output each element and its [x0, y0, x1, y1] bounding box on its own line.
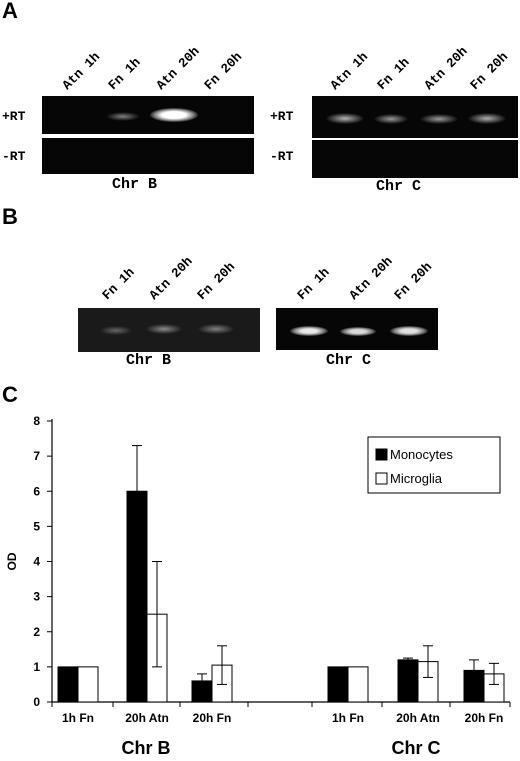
panel-b-chrc-lane-1: Fn 1h	[294, 264, 333, 303]
bar-monocytes-1	[57, 666, 79, 703]
band	[290, 326, 328, 336]
panel-b-chrc-lane-2: Atn 20h	[346, 253, 396, 303]
panel-b-chrc-caption: Chr C	[326, 352, 372, 369]
panel-a-letter: A	[2, 0, 18, 23]
panel-a-chrc-gel-minus-rt	[312, 140, 518, 178]
band	[468, 113, 506, 124]
bar-monocytes-2	[126, 490, 148, 703]
y-tick-label: 5	[33, 519, 40, 533]
panel-a-chrb-lane-3: Atn 20h	[153, 43, 203, 93]
legend-box	[367, 436, 501, 494]
bar-monocytes-5	[397, 659, 419, 703]
panel-a-chrb-gel-minus-rt	[42, 138, 254, 174]
panel-b-chrb-lane-3: Fn 20h	[194, 259, 239, 303]
bar-microglia-4	[347, 666, 369, 703]
bar-microglia-6	[483, 673, 505, 703]
y-tick-label: 8	[33, 414, 40, 428]
panel-c-letter: C	[2, 382, 18, 407]
bar-monocytes-6	[463, 669, 485, 703]
panel-b-chrb-lane-2: Atn 20h	[146, 253, 196, 303]
y-tick-label: 2	[33, 625, 40, 639]
y-tick-label: 7	[33, 449, 40, 463]
panel-a-chrb-minus-rt-label: -RT	[2, 149, 26, 164]
band	[100, 326, 132, 335]
band	[340, 327, 376, 336]
y-tick-label: 1	[33, 660, 40, 674]
x-tick-label: 20h Atn	[396, 711, 440, 725]
legend-label-monocytes: Monocytes	[390, 447, 453, 462]
panel-a-chrc-caption: Chr C	[376, 178, 422, 195]
panel-a-chrc-gel-plus-rt	[312, 96, 518, 138]
legend-swatch-microglia	[375, 472, 388, 485]
y-tick-label: 4	[33, 555, 40, 569]
y-axis-label: OD	[5, 552, 19, 570]
x-tick-label: 1h Fn	[332, 711, 364, 725]
band	[374, 114, 408, 124]
panel-a-chrc-lane-3: Atn 20h	[421, 43, 471, 93]
band	[390, 326, 428, 336]
bar-microglia-1	[77, 666, 99, 703]
group-label: Chr B	[122, 738, 171, 758]
legend-label-microglia: Microglia	[390, 471, 443, 486]
panel-a-chrb-lane-1: Atn 1h	[59, 49, 104, 93]
x-tick-label: 20h Fn	[193, 711, 232, 725]
x-tick-label: 20h Fn	[465, 711, 504, 725]
panel-a-chrb-lane-2: Fn 1h	[105, 54, 144, 93]
panel-a-chrc-plus-rt-label: +RT	[270, 109, 294, 124]
bar-monocytes-4	[327, 666, 349, 703]
panel-b-letter: B	[2, 204, 18, 229]
band	[150, 108, 198, 122]
band	[146, 324, 182, 334]
panel-b-chrb-gel	[78, 308, 260, 352]
x-tick-label: 1h Fn	[62, 711, 94, 725]
y-tick-label: 3	[33, 590, 40, 604]
y-tick-label: 0	[33, 695, 40, 709]
panel-a-chrc-minus-rt-label: -RT	[270, 149, 294, 164]
bar-microglia-2	[146, 613, 168, 703]
panel-a-chrb-plus-rt-label: +RT	[2, 109, 26, 124]
x-tick-label: 20h Atn	[125, 711, 169, 725]
panel-a-chrb-caption: Chr B	[112, 176, 158, 193]
panel-b-chrc-gel	[276, 308, 438, 350]
panel-a-chrc-lane-4: Fn 20h	[467, 49, 512, 93]
y-tick-label: 6	[33, 484, 40, 498]
panel-b-chrb-lane-1: Fn 1h	[99, 264, 138, 303]
panel-a-chrb-gel-plus-rt	[42, 96, 254, 134]
bar-monocytes-3	[191, 680, 213, 703]
band	[198, 324, 234, 334]
bar-microglia-3	[211, 664, 233, 703]
panel-a-chrb-lane-4: Fn 20h	[201, 49, 246, 93]
legend-swatch-monocytes	[375, 448, 388, 461]
bar-microglia-5	[417, 661, 439, 703]
panel-a-chrc-lane-1: Atn 1h	[327, 49, 372, 93]
band	[326, 113, 364, 124]
band	[106, 112, 140, 121]
panel-b-chrb-caption: Chr B	[126, 352, 172, 369]
group-label: Chr C	[392, 738, 441, 758]
band	[420, 114, 458, 124]
panel-a-chrc-lane-2: Fn 1h	[374, 54, 413, 93]
panel-b-chrc-lane-3: Fn 20h	[391, 259, 436, 303]
